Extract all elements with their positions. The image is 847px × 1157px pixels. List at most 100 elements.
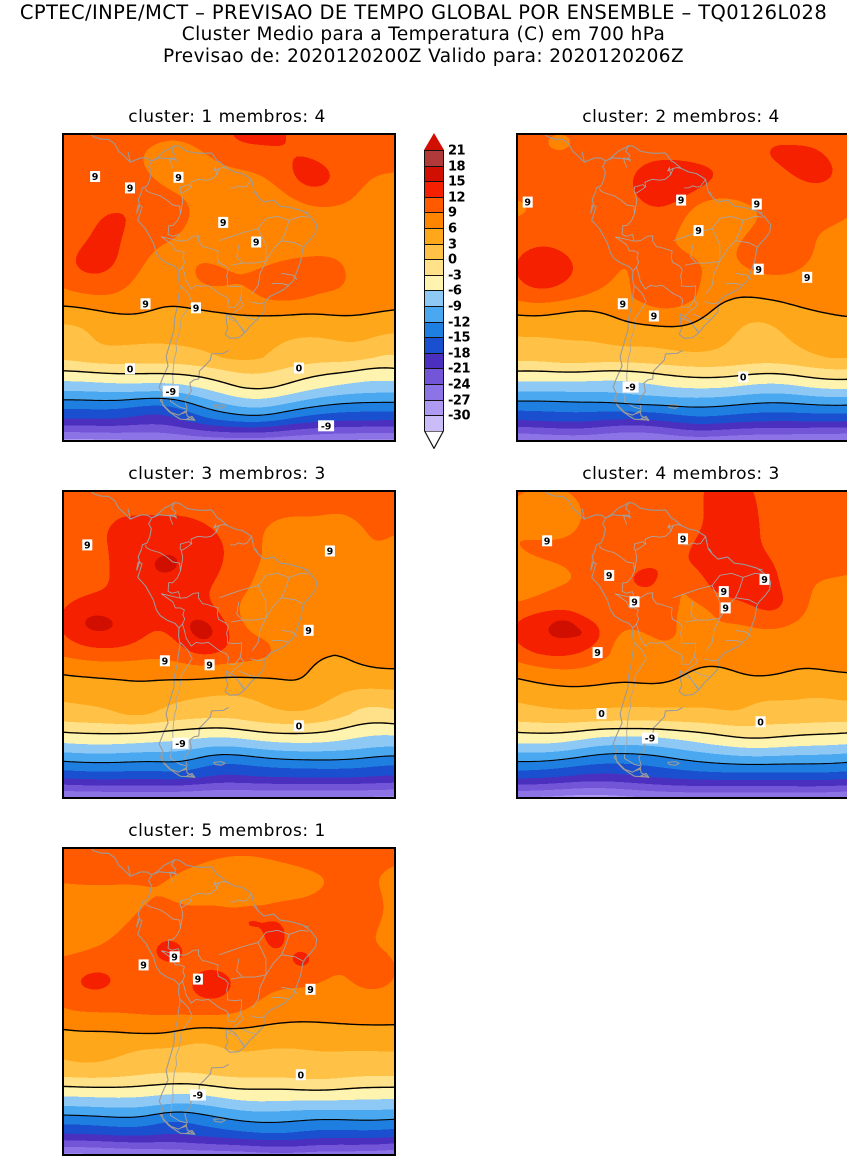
y-axis-tick [62, 930, 64, 932]
colorbar-tick-label: -3 [448, 268, 462, 284]
colorbar-tick-label: -12 [448, 315, 471, 331]
y-axis-tick [516, 735, 518, 737]
y-axis-tick [516, 634, 518, 636]
svg-text:9: 9 [195, 975, 202, 986]
x-axis-tick [335, 797, 337, 799]
colorbar-swatch [424, 368, 444, 384]
x-axis-tick [673, 440, 675, 442]
y-axis-tick [62, 1052, 64, 1054]
svg-text:9: 9 [753, 200, 760, 211]
colorbar-bottom-arrow [423, 430, 445, 450]
map-plot-area-cluster-3[interactable]: 999990-915N10N5NEQ5S10S15S20S25S30S35S40… [62, 490, 396, 799]
x-axis-tick [180, 1154, 182, 1156]
y-axis-tick [516, 419, 518, 421]
y-axis-tick [516, 552, 518, 554]
y-axis-tick [62, 155, 64, 157]
y-axis-tick [516, 338, 518, 340]
svg-text:0: 0 [296, 721, 303, 732]
x-axis-tick [595, 797, 597, 799]
x-axis-tick [556, 440, 558, 442]
y-axis-tick [516, 593, 518, 595]
y-axis-tick [62, 399, 64, 401]
x-axis-tick [374, 797, 376, 799]
y-axis-tick [62, 1072, 64, 1074]
svg-text:-9: -9 [193, 1091, 204, 1102]
map-plot-area-cluster-4[interactable]: 9999999900-915N10N5NEQ5S10S15S20S25S30S3… [516, 490, 847, 799]
y-axis-tick [62, 358, 64, 360]
svg-text:-9: -9 [166, 387, 177, 398]
y-axis-tick [62, 970, 64, 972]
y-axis-tick [516, 399, 518, 401]
svg-text:9: 9 [651, 312, 658, 323]
colorbar-tick-label: -24 [448, 377, 471, 393]
colorbar-swatch [424, 259, 444, 275]
figure-header: CPTEC/INPE/MCT – PREVISAO DE TEMPO GLOBA… [0, 2, 847, 68]
colorbar-swatch [424, 399, 444, 416]
x-axis-tick [711, 797, 713, 799]
svg-text:9: 9 [804, 273, 811, 284]
header-line-1: CPTEC/INPE/MCT – PREVISAO DE TEMPO GLOBA… [19, 1, 828, 24]
x-axis-tick [517, 440, 519, 442]
y-axis-tick [516, 512, 518, 514]
x-axis-tick [335, 440, 337, 442]
colorbar-tick-label: -15 [448, 330, 471, 346]
svg-text:9: 9 [140, 961, 147, 972]
y-axis-tick [62, 1133, 64, 1135]
x-axis-tick [711, 440, 713, 442]
svg-text:9: 9 [619, 299, 626, 310]
y-axis-tick [62, 297, 64, 299]
svg-text:9: 9 [720, 587, 727, 598]
y-axis-tick [516, 573, 518, 575]
x-axis-tick [296, 440, 298, 442]
svg-text:9: 9 [678, 196, 685, 207]
colorbar-swatch [424, 337, 444, 353]
y-axis-tick [516, 236, 518, 238]
svg-text:9: 9 [253, 238, 260, 249]
y-axis-tick [62, 552, 64, 554]
map-plot-area-cluster-5[interactable]: 99990-915N10N5NEQ5S10S15S20S25S30S35S40S… [62, 847, 396, 1156]
x-axis-tick [63, 1154, 65, 1156]
y-axis-tick [516, 532, 518, 534]
svg-text:0: 0 [127, 364, 134, 375]
panel-title-cluster-3: cluster: 3 membros: 3 [128, 464, 326, 484]
x-axis-tick [750, 440, 752, 442]
colorbar-tick-label: 0 [448, 252, 457, 268]
y-axis-tick [62, 848, 64, 850]
y-axis-tick [62, 338, 64, 340]
y-axis-tick [62, 991, 64, 993]
y-axis-tick [62, 1092, 64, 1094]
map-plot-area-cluster-2[interactable]: 999999990-915N10N5NEQ5S10S15S20S25S30S35… [516, 133, 847, 442]
x-axis-tick [219, 440, 221, 442]
colorbar-tick-label: -27 [448, 393, 471, 409]
x-axis-tick [219, 797, 221, 799]
colorbar-swatch [424, 274, 444, 291]
y-axis-tick [62, 950, 64, 952]
colorbar-tick-label: -9 [448, 299, 462, 315]
y-axis-tick [62, 654, 64, 656]
y-axis-tick [62, 735, 64, 737]
y-axis-tick [62, 674, 64, 676]
svg-text:-9: -9 [625, 383, 636, 394]
colorbar-swatch [424, 243, 444, 260]
svg-text:-9: -9 [321, 421, 332, 432]
x-axis-tick [595, 440, 597, 442]
y-axis-tick [62, 1031, 64, 1033]
x-axis-tick [634, 797, 636, 799]
y-axis-tick [516, 256, 518, 258]
y-axis-tick [516, 378, 518, 380]
x-axis-tick [141, 797, 143, 799]
svg-text:9: 9 [761, 575, 768, 586]
y-axis-tick [62, 175, 64, 177]
x-axis-tick [180, 797, 182, 799]
x-axis-tick [141, 440, 143, 442]
y-axis-tick [62, 634, 64, 636]
x-axis-tick [828, 440, 830, 442]
map-plot-area-cluster-1[interactable]: 999999900-9-915N10N5NEQ5S10S15S20S25S30S… [62, 133, 396, 442]
x-axis-tick [789, 797, 791, 799]
y-axis-tick [516, 613, 518, 615]
svg-text:9: 9 [127, 184, 134, 195]
colorbar-tick-label: 18 [448, 159, 466, 175]
svg-text:9: 9 [606, 571, 613, 582]
x-axis-tick [257, 797, 259, 799]
y-axis-tick [62, 715, 64, 717]
